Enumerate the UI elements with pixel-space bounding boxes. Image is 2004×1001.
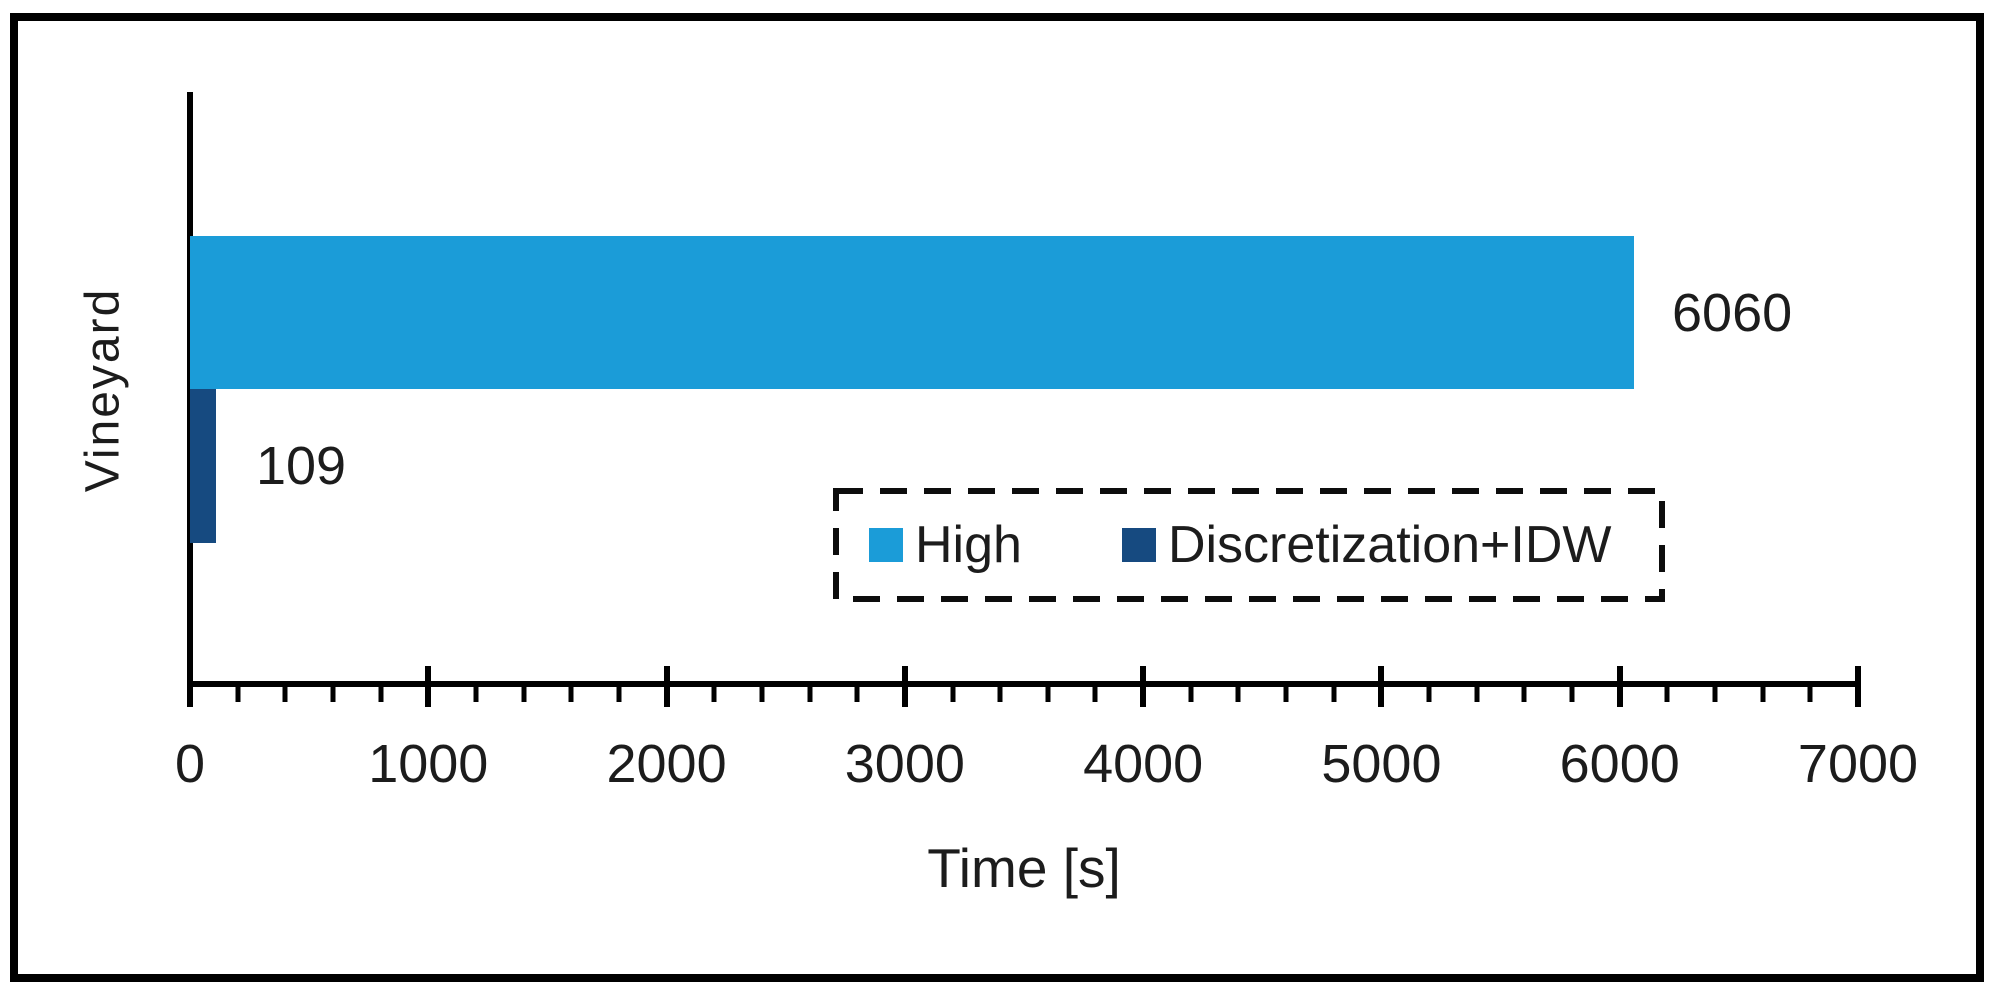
- bar-discretization-idw-series: [190, 389, 216, 543]
- x-minor-tick: [854, 687, 860, 702]
- legend-label-discretization-idw: Discretization+IDW: [1167, 516, 1612, 574]
- legend-label-high: High: [915, 516, 1022, 574]
- bar-high-series: [190, 236, 1634, 389]
- x-minor-tick: [997, 687, 1003, 702]
- x-tick-label: 1000: [368, 734, 489, 794]
- x-minor-tick: [1188, 687, 1194, 702]
- x-tick-label: 3000: [844, 734, 965, 794]
- x-minor-tick: [378, 687, 384, 702]
- x-minor-tick: [950, 687, 955, 702]
- legend-swatch-discretization-idw: [1121, 528, 1156, 562]
- x-minor-tick: [1045, 687, 1051, 702]
- x-minor-tick: [1712, 687, 1718, 702]
- data-label-high: 6060: [1672, 282, 1793, 343]
- x-minor-tick: [711, 687, 717, 702]
- x-minor-tick: [1331, 687, 1337, 702]
- legend-swatch-high: [869, 528, 903, 562]
- x-minor-tick: [1092, 687, 1098, 702]
- x-minor-tick: [330, 687, 336, 702]
- x-minor-tick: [1426, 687, 1432, 702]
- x-minor-tick: [568, 687, 574, 702]
- x-minor-tick: [1283, 687, 1289, 702]
- x-major-tick: [1616, 666, 1623, 707]
- x-minor-tick: [521, 687, 527, 702]
- chart-outer-border: [10, 13, 1984, 982]
- legend-dashed-border: [833, 488, 1665, 602]
- x-major-tick: [663, 666, 670, 707]
- x-tick-label: 7000: [1797, 734, 1919, 794]
- x-minor-tick: [759, 687, 765, 702]
- x-axis-ticks: 0 1000 2000 3000 4000 5000 6000 7000: [175, 0, 1918, 1001]
- x-axis-line: [187, 681, 1858, 687]
- x-tick-label: 4000: [1083, 734, 1204, 794]
- x-minor-tick: [1474, 687, 1480, 702]
- x-minor-tick: [1569, 687, 1575, 702]
- x-major-tick: [1140, 666, 1147, 707]
- legend: High Discretization+IDW: [833, 488, 1665, 602]
- legend-item-discretization-idw: Discretization+IDW: [1121, 515, 1612, 575]
- x-minor-tick: [1521, 687, 1527, 702]
- x-tick-label: 0: [174, 734, 206, 794]
- x-minor-tick: [1760, 687, 1766, 702]
- data-label-discretization-idw: 109: [255, 436, 347, 496]
- x-minor-tick: [1235, 687, 1241, 702]
- x-tick-label: 6000: [1559, 734, 1680, 794]
- x-minor-tick: [616, 687, 622, 702]
- x-minor-tick: [807, 687, 813, 702]
- x-major-tick: [901, 666, 908, 707]
- x-major-tick: [1378, 666, 1385, 707]
- y-axis-title: Vineyard: [76, 287, 130, 493]
- x-major-tick: [187, 666, 193, 707]
- x-minor-tick: [1807, 687, 1813, 702]
- x-major-tick: [425, 666, 432, 707]
- x-minor-tick: [235, 687, 241, 702]
- legend-item-high: High: [869, 515, 1022, 575]
- x-tick-label: 5000: [1321, 734, 1442, 794]
- x-minor-tick: [282, 687, 288, 702]
- x-minor-tick: [473, 687, 479, 702]
- x-tick-label: 2000: [606, 734, 727, 794]
- x-axis-title: Time [s]: [927, 837, 1121, 899]
- plot-area: 6060 109: [190, 92, 1858, 683]
- x-major-tick: [1855, 666, 1861, 707]
- x-minor-tick: [1664, 687, 1670, 702]
